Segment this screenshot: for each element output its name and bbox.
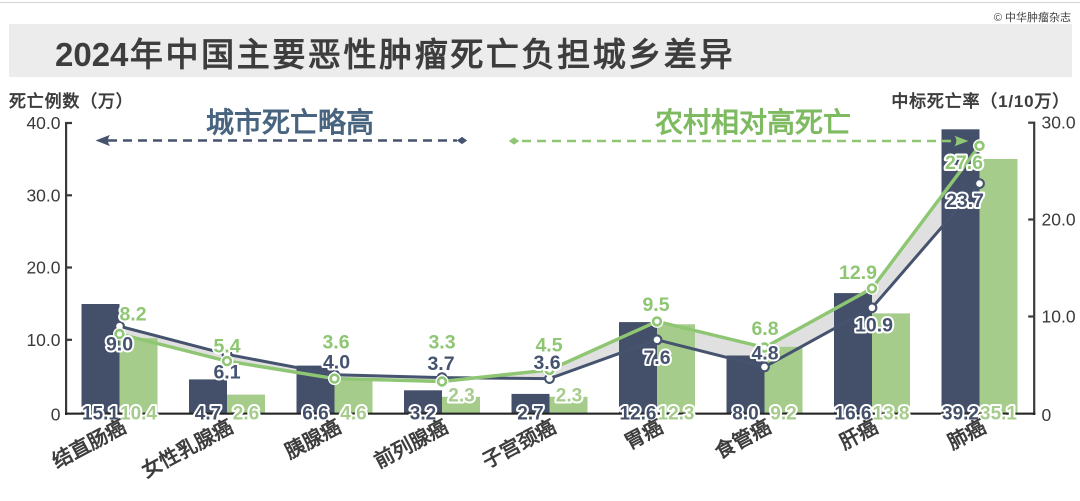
svg-text:27.6: 27.6 bbox=[945, 152, 983, 174]
svg-text:40.0: 40.0 bbox=[26, 113, 60, 133]
svg-text:13.8: 13.8 bbox=[873, 404, 910, 425]
svg-text:20.0: 20.0 bbox=[1042, 210, 1076, 230]
svg-text:3.7: 3.7 bbox=[427, 353, 454, 375]
svg-text:9.5: 9.5 bbox=[642, 294, 669, 316]
svg-text:4.5: 4.5 bbox=[535, 335, 562, 357]
svg-text:3.6: 3.6 bbox=[533, 352, 560, 374]
svg-text:8.0: 8.0 bbox=[732, 404, 758, 425]
svg-text:39.2: 39.2 bbox=[942, 404, 979, 425]
svg-text:0: 0 bbox=[1042, 405, 1052, 425]
svg-text:6.1: 6.1 bbox=[213, 362, 240, 384]
svg-text:4.0: 4.0 bbox=[323, 352, 350, 374]
svg-text:0: 0 bbox=[51, 405, 61, 425]
svg-text:20.0: 20.0 bbox=[26, 258, 60, 278]
svg-text:35.1: 35.1 bbox=[980, 404, 1017, 425]
svg-text:10.4: 10.4 bbox=[120, 404, 157, 425]
svg-text:30.0: 30.0 bbox=[26, 185, 60, 205]
svg-text:9.2: 9.2 bbox=[770, 404, 796, 425]
svg-text:6.8: 6.8 bbox=[751, 318, 778, 340]
svg-text:2.3: 2.3 bbox=[448, 386, 474, 407]
svg-text:9.0: 9.0 bbox=[106, 334, 133, 356]
svg-text:10.9: 10.9 bbox=[855, 315, 893, 337]
svg-text:3.2: 3.2 bbox=[410, 404, 436, 425]
svg-text:7.6: 7.6 bbox=[643, 347, 670, 369]
svg-text:15.1: 15.1 bbox=[82, 404, 119, 425]
svg-text:3.6: 3.6 bbox=[322, 332, 349, 354]
svg-text:16.6: 16.6 bbox=[835, 404, 872, 425]
svg-text:5.4: 5.4 bbox=[213, 336, 240, 358]
svg-text:2.3: 2.3 bbox=[556, 386, 582, 407]
svg-text:3.3: 3.3 bbox=[428, 332, 455, 354]
svg-text:12.9: 12.9 bbox=[839, 262, 877, 284]
svg-text:23.7: 23.7 bbox=[946, 190, 984, 212]
svg-text:8.2: 8.2 bbox=[119, 304, 146, 326]
svg-text:4.7: 4.7 bbox=[195, 404, 221, 425]
svg-text:4.8: 4.8 bbox=[751, 343, 778, 365]
svg-text:30.0: 30.0 bbox=[1042, 113, 1076, 133]
svg-text:2.6: 2.6 bbox=[233, 404, 259, 425]
svg-text:6.6: 6.6 bbox=[302, 404, 328, 425]
svg-text:12.3: 12.3 bbox=[658, 404, 695, 425]
svg-text:10.0: 10.0 bbox=[1042, 307, 1076, 327]
svg-text:2.7: 2.7 bbox=[517, 404, 543, 425]
svg-text:4.6: 4.6 bbox=[340, 404, 366, 425]
svg-text:10.0: 10.0 bbox=[26, 330, 60, 350]
svg-text:12.6: 12.6 bbox=[620, 404, 657, 425]
